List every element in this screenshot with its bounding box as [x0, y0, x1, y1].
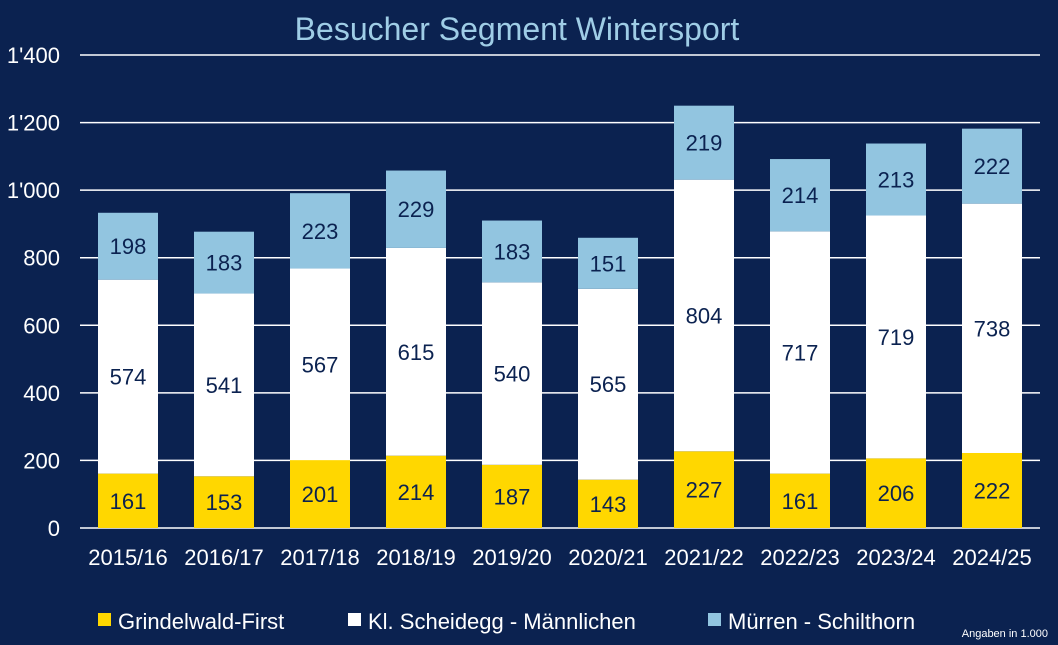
data-label: 229 [398, 197, 435, 222]
data-label: 183 [206, 251, 243, 276]
x-tick-label: 2018/19 [376, 545, 456, 570]
data-label: 151 [590, 251, 627, 276]
bars: 161 574 198 153 541 183 201 567 223 214 615 229 187 5… [98, 105, 1022, 528]
data-label: 565 [590, 372, 627, 397]
data-label: 161 [782, 489, 819, 514]
bar-segment [962, 203, 1022, 453]
y-tick-label: 1'000 [7, 178, 60, 203]
bar-segment [866, 143, 926, 216]
legend-swatch [708, 613, 721, 626]
chart-title: Besucher Segment Wintersport [295, 11, 740, 47]
units-note: Angaben in 1.000 [961, 628, 1048, 640]
x-tick-label: 2017/18 [280, 545, 360, 570]
y-tick-label: 1'200 [7, 111, 60, 136]
data-label: 223 [302, 219, 339, 244]
data-label: 201 [302, 482, 339, 507]
bar-segment [482, 282, 542, 465]
bar-segment [866, 458, 926, 528]
y-axis-tick-labels: 0 200 400 600 800 1'000 1'200 1'400 [7, 43, 60, 541]
bar-segment [290, 193, 350, 269]
x-tick-label: 2022/23 [760, 545, 840, 570]
x-tick-label: 2023/24 [856, 545, 936, 570]
bar-segment [770, 473, 830, 528]
bar-segment [194, 476, 254, 528]
legend-label: Mürren - Schilthorn [728, 609, 915, 634]
data-label: 219 [686, 131, 723, 156]
data-label: 187 [494, 484, 531, 509]
bar-segment [194, 231, 254, 294]
x-tick-label: 2020/21 [568, 545, 648, 570]
data-label: 222 [974, 478, 1011, 503]
legend: Grindelwald-First Kl. Scheidegg - Männlic… [98, 609, 915, 634]
data-label: 161 [110, 489, 147, 514]
legend-swatch [348, 613, 361, 626]
bar-segment [578, 237, 638, 289]
bar-segment [962, 452, 1022, 528]
bar-segment [578, 288, 638, 480]
data-label: 717 [782, 340, 819, 365]
y-tick-label: 800 [23, 246, 60, 271]
data-label: 222 [974, 154, 1011, 179]
x-tick-label: 2016/17 [184, 545, 264, 570]
data-label: 227 [686, 478, 723, 503]
y-tick-label: 200 [23, 448, 60, 473]
bar-segment [674, 179, 734, 452]
data-label: 214 [782, 183, 819, 208]
bar-segment [770, 231, 830, 474]
bar-segment [578, 479, 638, 528]
bar-segment [482, 220, 542, 283]
data-label: 153 [206, 490, 243, 515]
y-tick-label: 1'400 [7, 43, 60, 68]
bar-segment [866, 215, 926, 459]
bar-segment [194, 293, 254, 477]
bar-segment [290, 268, 350, 461]
bar-segment [290, 460, 350, 528]
x-tick-label: 2021/22 [664, 545, 744, 570]
data-label: 541 [206, 373, 243, 398]
bar-segment [98, 473, 158, 528]
data-label: 206 [878, 481, 915, 506]
bar-segment [962, 128, 1022, 204]
data-label: 574 [110, 365, 147, 390]
data-label: 567 [302, 352, 339, 377]
x-tick-label: 2019/20 [472, 545, 552, 570]
data-label: 143 [590, 492, 627, 517]
x-tick-label: 2015/16 [88, 545, 168, 570]
x-tick-label: 2024/25 [952, 545, 1032, 570]
y-tick-label: 600 [23, 313, 60, 338]
data-label: 540 [494, 362, 531, 387]
data-label: 719 [878, 325, 915, 350]
legend-label: Kl. Scheidegg - Männlichen [368, 609, 636, 634]
bar-segment [98, 212, 158, 280]
data-label: 738 [974, 316, 1011, 341]
legend-label: Grindelwald-First [118, 609, 284, 634]
data-label: 804 [686, 303, 723, 328]
bar-segment [674, 105, 734, 180]
legend-swatch [98, 613, 111, 626]
data-label: 213 [878, 168, 915, 193]
data-label: 198 [110, 234, 147, 259]
bar-segment [674, 451, 734, 528]
bar-segment [386, 455, 446, 528]
data-label: 183 [494, 239, 531, 264]
bar-segment [98, 279, 158, 474]
bar-segment [386, 170, 446, 248]
bar-segment [482, 464, 542, 528]
data-label: 615 [398, 340, 435, 365]
bar-segment [386, 247, 446, 456]
x-axis-tick-labels: 2015/16 2016/17 2017/18 2018/19 2019/20 2020/… [88, 545, 1032, 570]
y-tick-label: 400 [23, 381, 60, 406]
data-label: 214 [398, 480, 435, 505]
bar-segment [770, 159, 830, 232]
y-tick-label: 0 [48, 516, 60, 541]
